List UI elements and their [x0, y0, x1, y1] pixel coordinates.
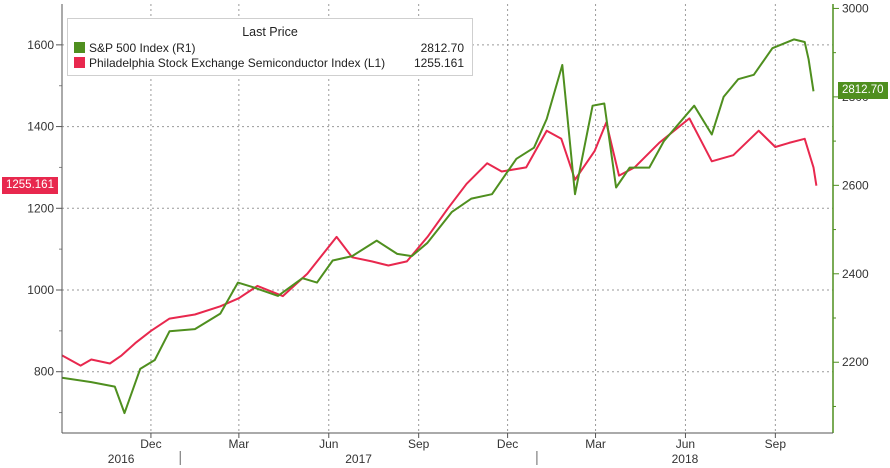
- year-label-2016: 2016: [108, 452, 135, 466]
- left-tick-label-1200: 1200: [27, 201, 54, 215]
- year-label-2018: 2018: [672, 452, 699, 466]
- last-price-badge-sp500: 2812.70: [838, 82, 888, 100]
- legend: Last Price S&P 500 Index (R1) 2812.70 Ph…: [67, 18, 473, 76]
- year-labels: 2016 2017 2018: [108, 451, 699, 466]
- x-tick-label-6: Jun: [676, 437, 695, 451]
- left-axis-ticks: 800 1000 1200 1400 1600: [27, 38, 62, 414]
- legend-label-sox: Philadelphia Stock Exchange Semiconducto…: [89, 56, 386, 70]
- last-price-badge-sox: 1255.161: [2, 176, 58, 194]
- x-tick-label-2: Jun: [319, 437, 338, 451]
- x-tick-label-0: Dec: [140, 437, 161, 451]
- left-tick-label-1600: 1600: [27, 38, 54, 52]
- x-axis-ticks: Dec Mar Jun Sep Dec Mar Jun Sep: [140, 433, 786, 451]
- right-tick-label-2600: 2600: [842, 178, 869, 192]
- x-tick-label-1: Mar: [229, 437, 250, 451]
- legend-value-sox: 1255.161: [413, 56, 464, 70]
- plot-frame: [61, 4, 834, 434]
- right-tick-label-3000: 3000: [842, 1, 869, 15]
- left-tick-label-1000: 1000: [27, 283, 54, 297]
- x-tick-label-5: Mar: [585, 437, 606, 451]
- right-axis-ticks: 22002400260028003000: [833, 1, 869, 407]
- left-tick-label-800: 800: [34, 365, 54, 379]
- year-label-2017: 2017: [345, 452, 372, 466]
- series-lines: [61, 38, 818, 415]
- x-tick-label-3: Sep: [408, 437, 430, 451]
- legend-swatch-sp500: [74, 42, 85, 53]
- x-tick-label-7: Sep: [765, 437, 787, 451]
- left-tick-label-1400: 1400: [27, 120, 54, 134]
- right-tick-label-2400: 2400: [842, 267, 869, 281]
- right-tick-label-2200: 2200: [842, 355, 869, 369]
- series-line-sp500: [61, 38, 815, 415]
- legend-value-sp500: 2812.70: [420, 41, 464, 55]
- legend-swatch-sox: [74, 57, 85, 68]
- x-tick-label-4: Dec: [497, 437, 518, 451]
- legend-item-sox: Philadelphia Stock Exchange Semiconducto…: [74, 56, 464, 71]
- series-line-sox: [61, 117, 818, 367]
- legend-label-sp500: S&P 500 Index (R1): [89, 41, 196, 55]
- legend-title: Last Price: [242, 25, 298, 39]
- legend-item-sp500: S&P 500 Index (R1) 2812.70: [74, 41, 464, 56]
